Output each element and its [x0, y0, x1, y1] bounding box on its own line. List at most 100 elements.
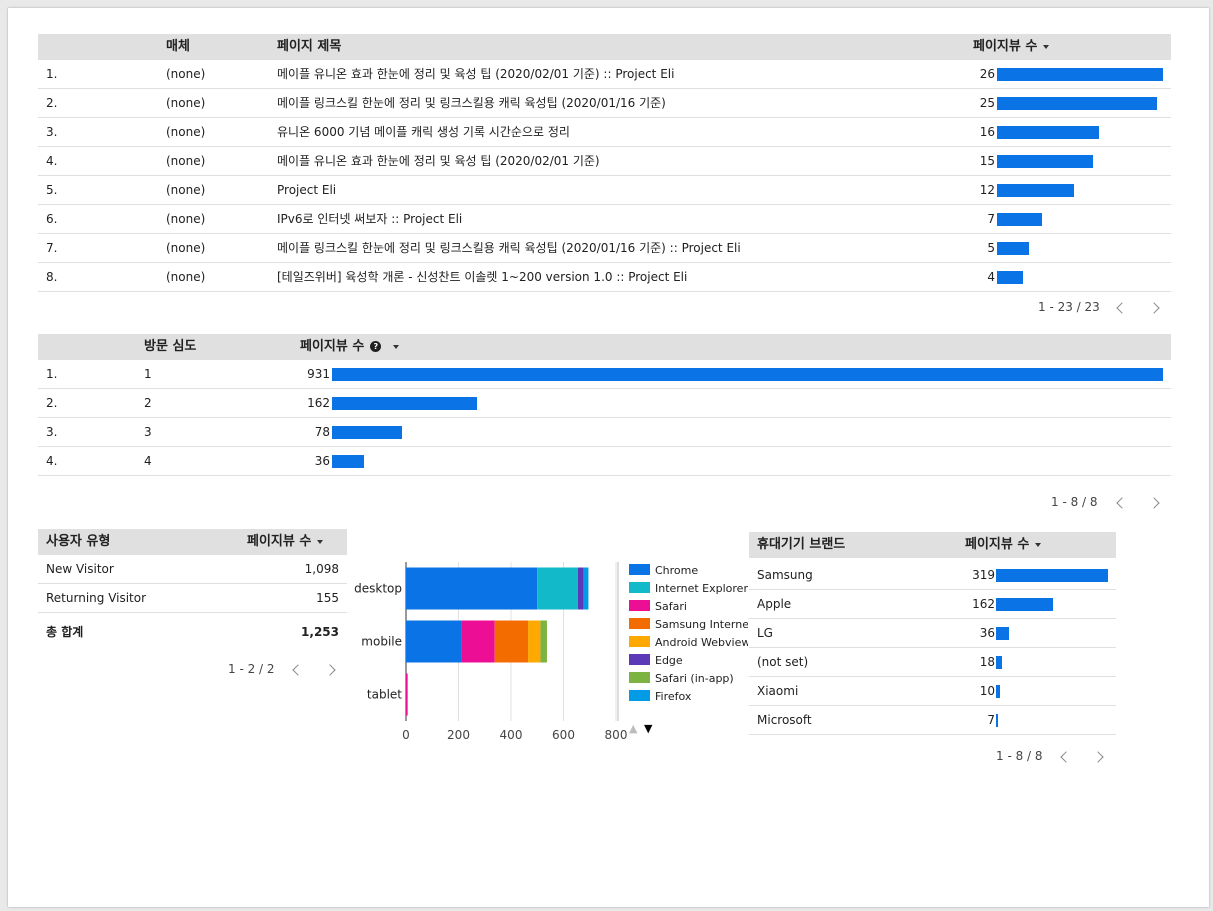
x-tick-label: 800 — [605, 728, 628, 742]
sort-desc-icon — [393, 344, 400, 349]
bar-segment-edge — [577, 567, 584, 610]
column-header-brand[interactable]: 휴대기기 브랜드 — [757, 537, 846, 552]
column-header-type[interactable]: 사용자 유형 — [46, 534, 111, 549]
views-bar — [997, 126, 1099, 139]
legend-swatch — [629, 654, 650, 665]
table-row[interactable]: Apple 162 — [749, 590, 1116, 619]
views-bar — [332, 397, 477, 410]
table-row[interactable]: 7. (none) 메이플 링크스킬 한눈에 정리 및 링크스킬용 캐릭 육성팁 (… — [38, 234, 1171, 263]
depth-cell: 2 — [144, 396, 152, 410]
views-value: 36 — [314, 454, 330, 468]
medium-cell: (none) — [166, 96, 206, 110]
bar-segment-safari — [406, 673, 408, 716]
legend-label: Android Webview — [655, 636, 748, 649]
medium-cell: (none) — [166, 125, 206, 139]
table-row[interactable]: 2. (none) 메이플 링크스킬 한눈에 정리 및 링크스킬용 캐릭 육성팁 (… — [38, 89, 1171, 118]
page-title-cell: 메이플 링크스킬 한눈에 정리 및 링크스킬용 캐릭 육성팁 (2020/01/… — [277, 96, 666, 110]
table-row[interactable]: Samsung 319 — [749, 561, 1116, 590]
bar-segment-firefox — [407, 673, 408, 716]
table-row[interactable]: 4. 4 36 — [38, 447, 1171, 476]
table-row[interactable]: Xiaomi 10 — [749, 677, 1116, 706]
prev-page-icon[interactable] — [1116, 302, 1128, 314]
views-value: 155 — [316, 591, 339, 605]
views-value: 10 — [979, 684, 995, 698]
brand-cell: Microsoft — [757, 713, 812, 727]
report-page: 매체 페이지 제목 페이지뷰 수 1. (none) 메이플 유니온 효과 한눈에 … — [8, 8, 1209, 907]
x-tick-label: 600 — [552, 728, 575, 742]
page-title-cell: 메이플 링크스킬 한눈에 정리 및 링크스킬용 캐릭 육성팁 (2020/01/… — [277, 241, 741, 255]
table-row[interactable]: 1. (none) 메이플 유니온 효과 한눈에 정리 및 육성 팁 (2020/0… — [38, 60, 1171, 89]
prev-page-icon[interactable] — [292, 664, 304, 676]
table-row[interactable]: 5. (none) Project Eli 12 — [38, 176, 1171, 205]
page-title-cell: Project Eli — [277, 183, 337, 197]
legend-swatch — [629, 690, 650, 701]
views-value: 12 — [979, 183, 995, 197]
legend-prev-icon[interactable]: ▲ — [629, 722, 638, 735]
views-value: 7 — [987, 713, 995, 727]
table-row[interactable]: Returning Visitor 155 — [38, 584, 347, 613]
table-row[interactable]: Microsoft 7 — [749, 706, 1116, 735]
user-type-table: 사용자 유형 페이지뷰 수 New Visitor 1,098 Returning … — [38, 529, 347, 679]
next-page-icon[interactable] — [1092, 751, 1104, 763]
depth-cell: 4 — [144, 454, 152, 468]
table-row[interactable]: (not set) 18 — [749, 648, 1116, 677]
next-page-icon[interactable] — [1148, 497, 1160, 509]
x-tick-label: 400 — [500, 728, 523, 742]
table-row[interactable]: 1. 1 931 — [38, 360, 1171, 389]
table-row[interactable]: 3. 3 78 — [38, 418, 1171, 447]
column-header-views[interactable]: 페이지뷰 수 — [973, 34, 1050, 60]
views-bar — [332, 426, 402, 439]
views-bar — [997, 68, 1163, 81]
table-row[interactable]: New Visitor 1,098 — [38, 555, 347, 584]
legend-swatch — [629, 582, 650, 593]
row-index: 7. — [46, 241, 58, 255]
table-row[interactable]: 3. (none) 유니온 6000 기념 메이플 캐릭 생성 기록 시간순으로 정… — [38, 118, 1171, 147]
browser-by-device-chart: 0 200 400 600 800 desktop mobile tablet Chrome In… — [354, 562, 748, 742]
device-brand-table: 휴대기기 브랜드 페이지뷰 수 Samsung 319 Apple 162 LG 36 (n… — [749, 532, 1116, 763]
views-bar — [996, 569, 1108, 582]
sort-desc-icon — [1035, 542, 1042, 547]
row-index: 4. — [46, 454, 58, 468]
legend-next-icon[interactable]: ▼ — [644, 722, 653, 735]
column-header-views[interactable]: 페이지뷰 수? — [300, 334, 400, 360]
column-header-medium[interactable]: 매체 — [166, 39, 190, 54]
next-page-icon[interactable] — [1148, 302, 1160, 314]
pager-range: 1 - 8 / 8 — [1051, 495, 1098, 509]
brand-cell: (not set) — [757, 655, 809, 669]
bar-segment-firefox — [583, 567, 589, 610]
legend-label: Edge — [655, 654, 683, 667]
depth-cell: 1 — [144, 367, 152, 381]
views-value: 4 — [987, 270, 995, 284]
bar-segment-android-webview — [528, 620, 541, 663]
prev-page-icon[interactable] — [1116, 497, 1128, 509]
category-label: mobile — [361, 635, 402, 649]
page-title-table: 매체 페이지 제목 페이지뷰 수 1. (none) 메이플 유니온 효과 한눈에 … — [38, 34, 1171, 324]
table-row[interactable]: LG 36 — [749, 619, 1116, 648]
table-pager: 1 - 2 / 2 — [228, 659, 275, 679]
table-row[interactable]: 4. (none) 메이플 유니온 효과 한눈에 정리 및 육성 팁 (2020/0… — [38, 147, 1171, 176]
category-label: desktop — [354, 582, 402, 596]
column-header-depth[interactable]: 방문 심도 — [144, 339, 197, 354]
table-header: 휴대기기 브랜드 페이지뷰 수 — [749, 532, 1116, 558]
views-value: 25 — [979, 96, 995, 110]
views-value: 162 — [972, 597, 995, 611]
next-page-icon[interactable] — [324, 664, 336, 676]
views-bar — [997, 97, 1157, 110]
total-row: 총 합계 1,253 — [38, 613, 347, 651]
column-header-views[interactable]: 페이지뷰 수 — [965, 532, 1042, 558]
help-icon[interactable]: ? — [370, 341, 382, 352]
column-header-views[interactable]: 페이지뷰 수 — [247, 529, 324, 555]
row-index: 4. — [46, 154, 58, 168]
column-header-label: 페이지뷰 수 — [965, 537, 1030, 552]
column-header-title[interactable]: 페이지 제목 — [277, 39, 342, 54]
table-row[interactable]: 2. 2 162 — [38, 389, 1171, 418]
user-type-cell: New Visitor — [46, 562, 114, 576]
total-label: 총 합계 — [46, 625, 84, 639]
views-value: 78 — [314, 425, 330, 439]
prev-page-icon[interactable] — [1060, 751, 1072, 763]
table-row[interactable]: 8. (none) [테일즈위버] 육성학 개론 - 신성찬트 이솔렛 1~200 … — [38, 263, 1171, 292]
brand-cell: Apple — [757, 597, 792, 611]
views-value: 7 — [987, 212, 995, 226]
table-row[interactable]: 6. (none) IPv6로 인터넷 써보자 :: Project Eli 7 — [38, 205, 1171, 234]
sort-desc-icon — [317, 539, 324, 544]
